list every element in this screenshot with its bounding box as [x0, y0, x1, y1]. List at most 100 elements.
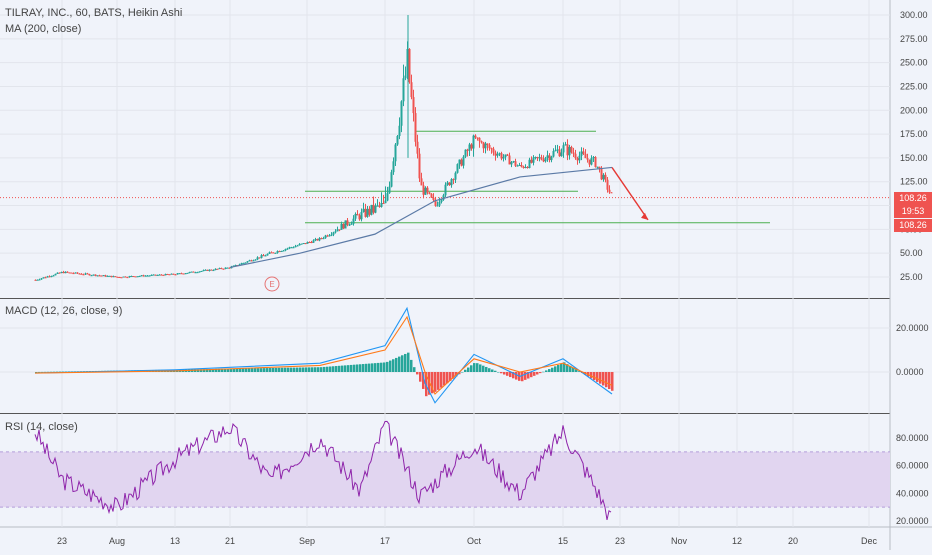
macd-histogram-bar — [317, 367, 320, 372]
candle-body — [390, 172, 393, 187]
time-axis-tick-label: Oct — [467, 536, 482, 546]
macd-histogram-bar — [308, 367, 311, 372]
candle-body — [410, 82, 413, 98]
candle-body — [224, 267, 227, 269]
candle-body — [100, 275, 103, 277]
candle-body — [90, 275, 93, 277]
candle-body — [222, 268, 225, 270]
candle-body — [110, 275, 113, 278]
time-axis-tick-label: 13 — [170, 536, 180, 546]
candle-body — [334, 231, 337, 233]
candle-body — [256, 257, 259, 260]
candle-body — [586, 158, 589, 160]
candle-body — [164, 273, 167, 276]
candle-body — [610, 192, 613, 194]
macd-histogram-bar — [326, 366, 329, 372]
candle-body — [376, 205, 379, 207]
macd-histogram-bar — [461, 372, 464, 373]
candle-body — [280, 250, 283, 252]
candle-body — [556, 149, 559, 151]
candle-body — [102, 275, 105, 277]
macd-histogram-bar — [512, 372, 515, 379]
macd-histogram-bar — [314, 367, 317, 372]
forecast-arrow-head — [641, 212, 648, 220]
candle-body — [226, 267, 229, 269]
macd-histogram-bar — [203, 369, 206, 372]
candle-body — [394, 144, 397, 162]
candle-body — [608, 189, 611, 193]
macd-signal-line — [34, 315, 613, 395]
candle-body — [476, 137, 479, 139]
macd-histogram-bar — [299, 367, 302, 372]
candle-body — [68, 272, 71, 274]
macd-histogram-bar — [254, 368, 257, 372]
candle-body — [212, 270, 215, 272]
macd-histogram-bar — [545, 370, 548, 372]
macd-histogram-bar — [68, 371, 71, 372]
macd-histogram-bar — [239, 368, 242, 372]
macd-histogram-bar — [422, 372, 425, 389]
macd-histogram-bar — [596, 372, 599, 382]
candle-body — [246, 261, 249, 263]
rsi-axis-tick-label: 80.0000 — [896, 433, 929, 443]
candle-body — [288, 247, 291, 249]
candle-body — [326, 235, 329, 237]
candle-body — [128, 276, 131, 278]
candle-body — [144, 275, 147, 277]
candle-body — [296, 245, 299, 247]
candle-body — [578, 155, 581, 161]
candle-body — [314, 239, 317, 241]
candle-body — [588, 159, 591, 165]
price-axis-tick-label: 300.00 — [900, 10, 928, 20]
candle-body — [540, 157, 543, 160]
macd-histogram-bar — [65, 371, 68, 372]
candle-body — [60, 271, 63, 273]
candle-body — [546, 155, 549, 158]
candle-body — [176, 273, 179, 275]
candle-body — [536, 157, 539, 159]
candle-body — [320, 238, 323, 240]
macd-histogram-bar — [329, 366, 332, 372]
candle-body — [596, 166, 599, 168]
candle-body — [58, 272, 61, 274]
macd-histogram-bar — [341, 365, 344, 372]
macd-histogram-bar — [35, 372, 38, 373]
time-axis-tick-label: 21 — [225, 536, 235, 546]
candle-body — [142, 275, 145, 277]
candle-body — [336, 229, 339, 232]
macd-histogram-bar — [62, 371, 65, 373]
macd-histogram-bar — [467, 367, 470, 372]
macd-histogram-bar — [494, 370, 497, 372]
candle-body — [174, 274, 177, 276]
macd-histogram-bar — [602, 372, 605, 386]
macd-histogram-bar — [56, 371, 59, 373]
macd-histogram-bar — [335, 366, 338, 372]
macd-histogram-bar — [311, 367, 314, 372]
macd-histogram-bar — [506, 372, 509, 376]
candle-body — [420, 178, 423, 186]
candle-body — [524, 167, 527, 169]
candle-body — [384, 200, 387, 204]
candle-body — [572, 152, 575, 154]
macd-histogram-bar — [482, 365, 485, 372]
candle-body — [564, 144, 567, 146]
macd-histogram-bar — [50, 371, 53, 373]
candle-body — [440, 199, 443, 202]
macd-histogram-bar — [515, 372, 518, 380]
candle-body — [42, 277, 45, 279]
macd-histogram-bar — [386, 361, 389, 372]
macd-histogram-bar — [200, 369, 203, 372]
macd-histogram-bar — [488, 368, 491, 372]
candle-body — [244, 262, 247, 264]
candle-body — [264, 255, 267, 257]
macd-histogram-bar — [245, 368, 248, 372]
candle-body — [292, 247, 295, 249]
candle-body — [106, 275, 109, 277]
time-axis-tick-label: Dec — [861, 536, 878, 546]
candle-body — [374, 205, 377, 213]
candle-body — [46, 276, 49, 278]
macd-histogram-bar — [368, 363, 371, 372]
macd-histogram-bar — [473, 363, 476, 372]
